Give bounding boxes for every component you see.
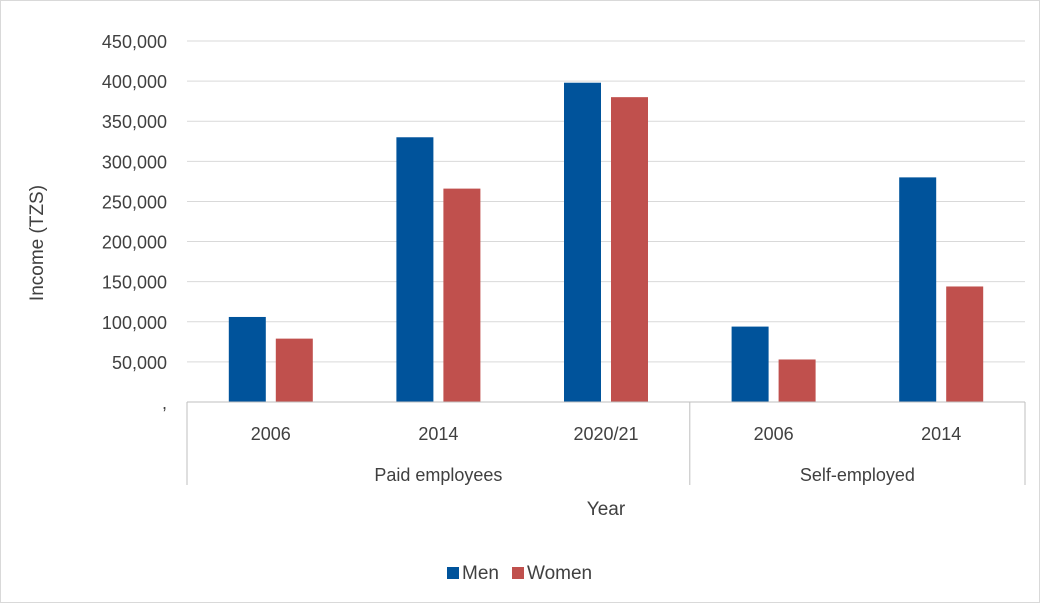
bar-men-4 — [899, 177, 937, 402]
x-tick-label: 2014 — [418, 424, 458, 444]
y-tick-label: 150,000 — [102, 273, 167, 293]
y-tick-label: 50,000 — [112, 353, 167, 373]
legend-swatch-men — [447, 567, 459, 579]
bar-women-0 — [275, 338, 313, 402]
y-tick-label: 450,000 — [102, 32, 167, 52]
bar-men-2 — [564, 82, 601, 403]
y-tick-label: , — [162, 393, 167, 413]
bars — [228, 82, 984, 403]
bar-women-4 — [946, 286, 984, 402]
legend-label-women: Women — [527, 563, 592, 584]
x-axis-title: Year — [587, 499, 626, 520]
bar-women-1 — [443, 188, 481, 402]
bar-men-0 — [228, 316, 266, 402]
y-tick-label: 350,000 — [102, 112, 167, 132]
group-label: Paid employees — [374, 465, 502, 485]
gridlines — [187, 40, 1025, 363]
x-tick-label: 2006 — [754, 424, 794, 444]
group-label: Self-employed — [800, 465, 915, 485]
legend-swatch-women — [512, 567, 524, 579]
tick-labels: , 50,000 100,000 150,000 200,000 250,000 300,0… — [102, 32, 961, 485]
y-axis-title: Income (TZS) — [27, 185, 48, 301]
legend-label-men: Men — [462, 563, 499, 584]
y-tick-label: 400,000 — [102, 72, 167, 92]
y-tick-label: 100,000 — [102, 313, 167, 333]
bar-men-1 — [396, 137, 434, 402]
y-tick-label: 200,000 — [102, 233, 167, 253]
legend: Men Women — [447, 563, 592, 584]
x-tick-label: 2006 — [251, 424, 291, 444]
bar-women-3 — [778, 359, 816, 402]
y-tick-label: 300,000 — [102, 152, 167, 172]
x-tick-label: 2014 — [921, 424, 961, 444]
bar-women-2 — [611, 97, 648, 403]
bar-men-3 — [731, 326, 769, 402]
axes — [186, 401, 1026, 485]
x-tick-label: 2020/21 — [573, 424, 638, 444]
y-tick-label: 250,000 — [102, 192, 167, 212]
